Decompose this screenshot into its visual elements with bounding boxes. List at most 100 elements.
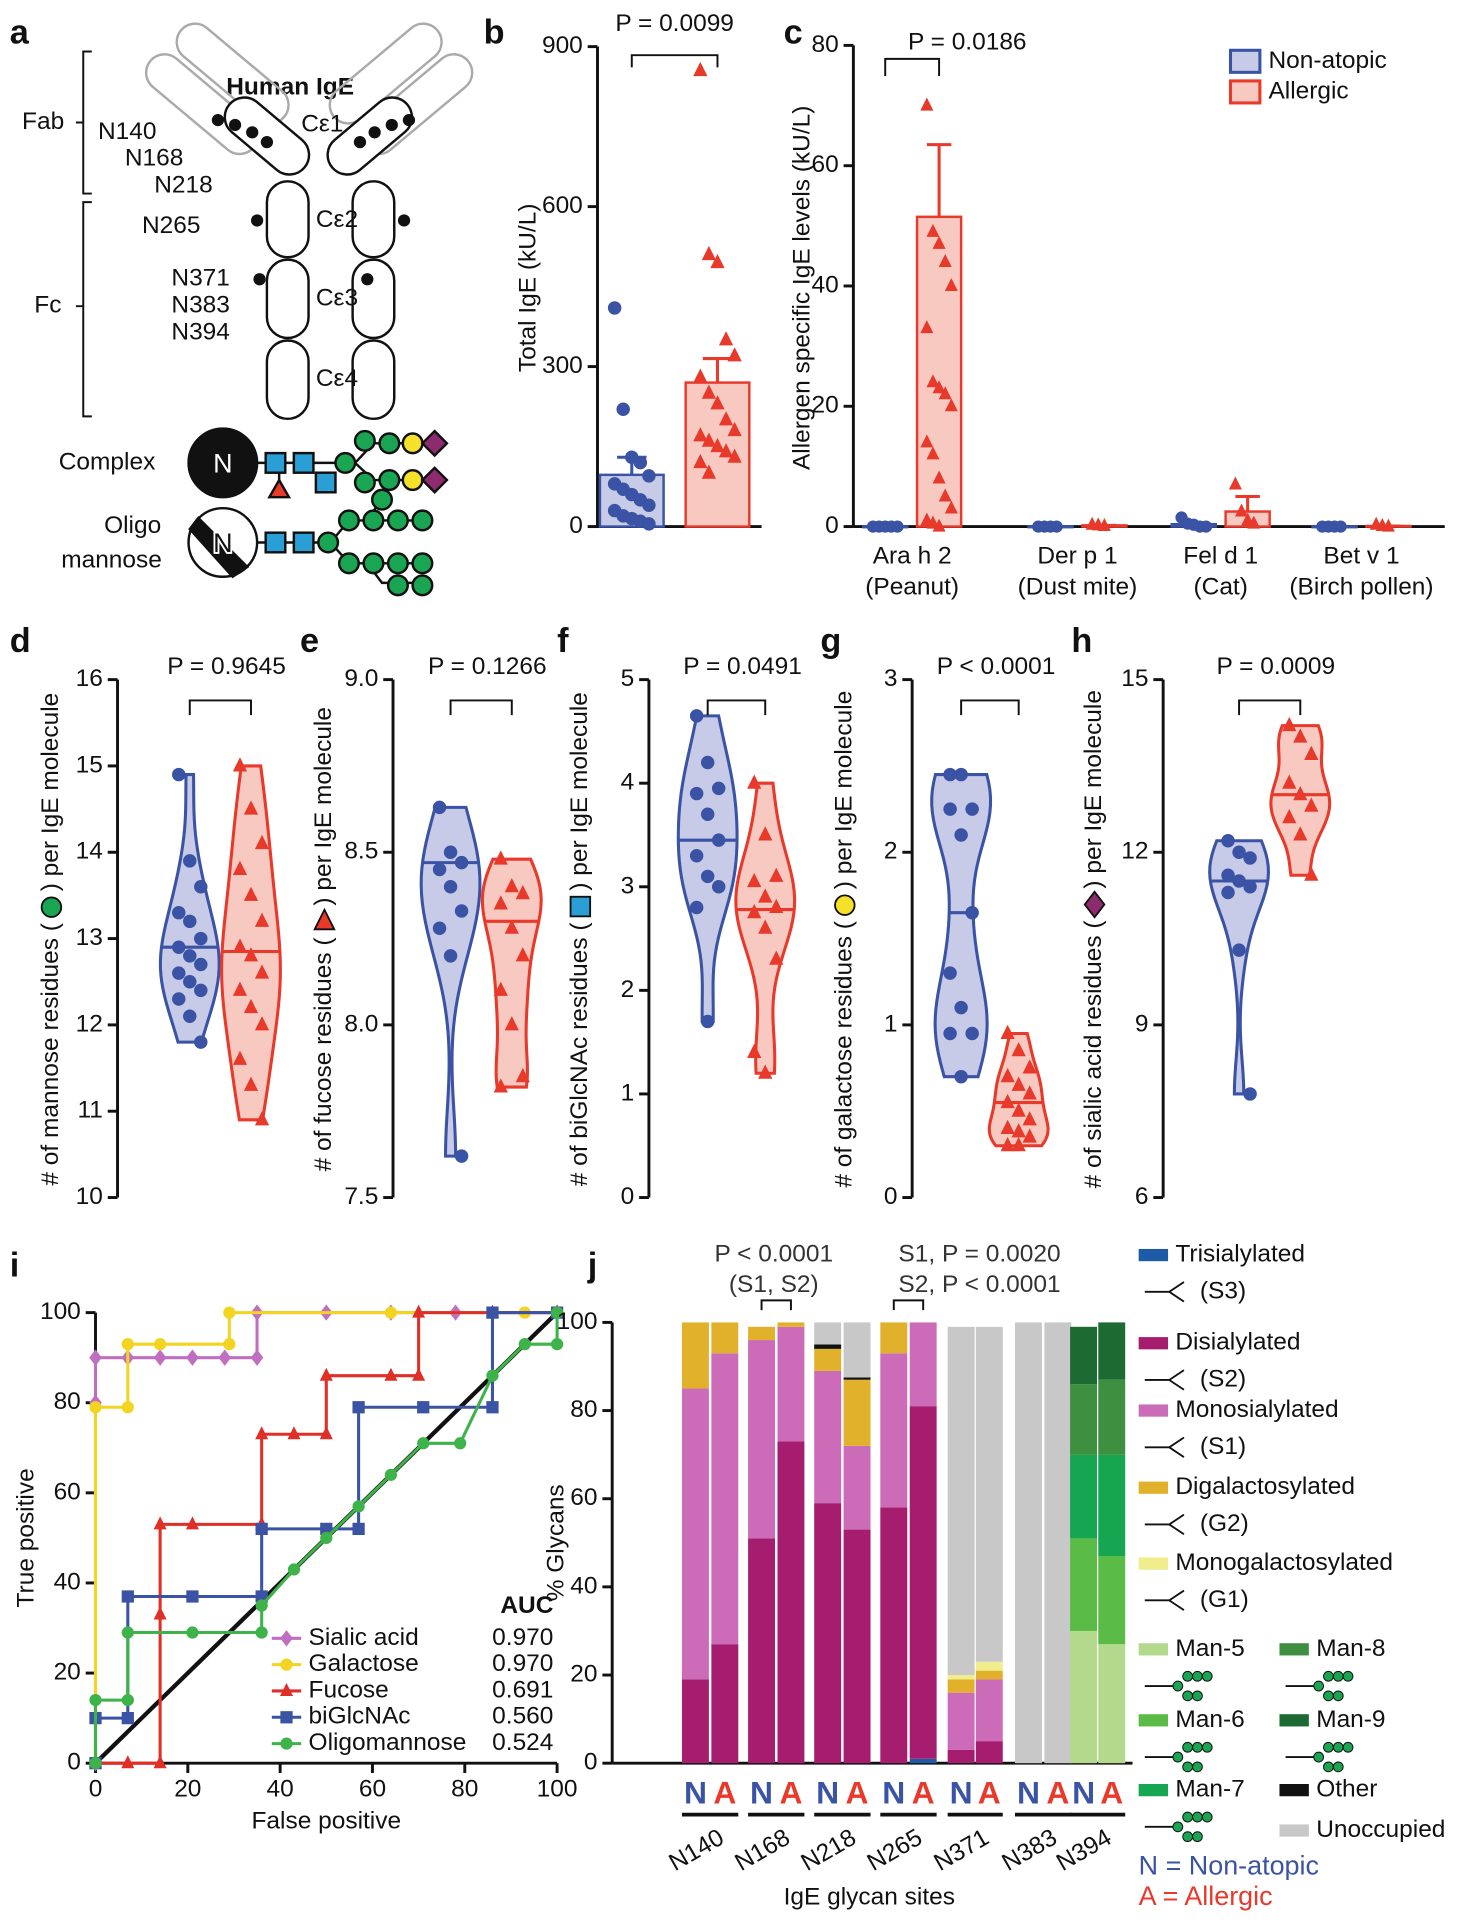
y-tick-label: 10 bbox=[76, 1183, 103, 1210]
marker bbox=[172, 966, 186, 980]
bar-segment bbox=[909, 1406, 937, 1759]
significance-bracket bbox=[760, 1299, 792, 1311]
marker bbox=[769, 867, 784, 882]
y-axis-label: ) per IgE molecule bbox=[37, 693, 64, 892]
marker bbox=[642, 498, 656, 512]
annotation: S2, P < 0.0001 bbox=[898, 1271, 1060, 1298]
marker bbox=[412, 1304, 426, 1318]
legend-swatch bbox=[1279, 1824, 1309, 1837]
legend-code: (G2) bbox=[1200, 1510, 1249, 1537]
panel-letter: d bbox=[10, 622, 31, 660]
bar-segment bbox=[777, 1326, 805, 1442]
marker bbox=[319, 1367, 333, 1381]
y-tick-label: 40 bbox=[570, 1572, 597, 1599]
y-tick-label: 2 bbox=[884, 838, 898, 865]
marker bbox=[1221, 834, 1235, 848]
site-label: N168 bbox=[125, 145, 184, 172]
marker bbox=[183, 1009, 197, 1023]
marker bbox=[711, 880, 726, 894]
panel-letter: a bbox=[10, 13, 30, 51]
bar-segment bbox=[748, 1326, 776, 1341]
marker bbox=[1011, 1137, 1026, 1152]
marker bbox=[920, 434, 934, 448]
legend-value: 0.560 bbox=[492, 1703, 553, 1730]
marker bbox=[243, 800, 259, 815]
annotation: P = 0.1266 bbox=[428, 653, 547, 680]
y-tick-label: 5 bbox=[621, 665, 635, 692]
bar-segment bbox=[711, 1322, 739, 1354]
bar-segment bbox=[1070, 1384, 1098, 1455]
marker bbox=[443, 845, 458, 859]
marker bbox=[689, 900, 704, 915]
legend-icon bbox=[1172, 1751, 1184, 1763]
violin bbox=[419, 805, 482, 1158]
annotation: P < 0.0001 bbox=[937, 653, 1056, 680]
marker bbox=[172, 992, 186, 1006]
legend-icon bbox=[1182, 1670, 1194, 1682]
marker bbox=[255, 1599, 268, 1612]
annotation: (S1, S2) bbox=[729, 1271, 819, 1298]
panel-letter: b bbox=[484, 13, 505, 51]
x-tick-label: A bbox=[978, 1774, 1001, 1810]
x-axis-label: IgE glycan sites bbox=[784, 1883, 955, 1910]
x-tick-label: (Dust mite) bbox=[1018, 573, 1138, 600]
bar-segment bbox=[975, 1670, 1003, 1680]
significance-bracket bbox=[960, 699, 1020, 716]
annotation: S1, P = 0.0020 bbox=[898, 1241, 1060, 1268]
legend-icon bbox=[1323, 1670, 1334, 1682]
marker bbox=[920, 512, 934, 526]
bar-segment bbox=[814, 1370, 842, 1504]
marker bbox=[194, 1035, 208, 1049]
x-tick-label: Fel d 1 bbox=[1183, 543, 1258, 570]
legend-label: Oligomannose bbox=[309, 1729, 467, 1756]
marker bbox=[432, 862, 447, 877]
y-tick-label: 900 bbox=[542, 32, 583, 59]
marker bbox=[232, 981, 248, 996]
legend-icon bbox=[1332, 1690, 1344, 1702]
legend-label: Man-5 bbox=[1175, 1635, 1244, 1662]
domain-label: Cε1 bbox=[301, 110, 343, 137]
y-tick-label: 15 bbox=[1121, 665, 1148, 692]
bar-segment bbox=[1098, 1644, 1126, 1764]
marker bbox=[943, 802, 957, 816]
marker bbox=[454, 904, 469, 918]
marker bbox=[121, 1626, 134, 1639]
group-label: N394 bbox=[1052, 1824, 1116, 1877]
panel-letter: j bbox=[587, 1246, 598, 1284]
legend-icon bbox=[1201, 1811, 1213, 1823]
bar-segment bbox=[843, 1445, 871, 1530]
bar-segment bbox=[975, 1679, 1003, 1742]
y-tick-label: 9.0 bbox=[344, 665, 378, 692]
legend-swatch bbox=[1138, 1643, 1169, 1656]
legend-label: Man-7 bbox=[1175, 1776, 1244, 1803]
marker bbox=[758, 1064, 773, 1079]
panel-letter: c bbox=[784, 13, 803, 51]
marker bbox=[250, 1349, 264, 1366]
marker bbox=[1011, 1042, 1026, 1057]
y-axis-label: # of biGlcNAc residues ( bbox=[566, 922, 593, 1186]
legend-icon bbox=[1182, 1741, 1194, 1753]
y-axis-label: ) per IgE molecule bbox=[310, 707, 337, 906]
marker bbox=[1243, 880, 1257, 894]
significance-bracket bbox=[1238, 699, 1302, 716]
legend-label: Galactose bbox=[309, 1650, 419, 1677]
marker bbox=[254, 964, 270, 979]
violin bbox=[930, 773, 993, 1079]
legend-swatch bbox=[1279, 1643, 1309, 1656]
core-label: N bbox=[213, 448, 232, 478]
marker bbox=[1228, 476, 1242, 490]
marker bbox=[944, 278, 958, 292]
bar-segment bbox=[843, 1322, 871, 1378]
legend-swatch bbox=[1138, 1404, 1169, 1417]
bar-segment bbox=[814, 1322, 842, 1345]
y-tick-label: 1 bbox=[884, 1010, 898, 1037]
legend-code: (S3) bbox=[1200, 1277, 1246, 1304]
marker bbox=[504, 1016, 519, 1031]
marker bbox=[758, 919, 773, 934]
marker bbox=[1221, 885, 1235, 900]
legend-marker bbox=[280, 1682, 294, 1696]
site-label: N265 bbox=[142, 212, 201, 239]
legend-label: Disialylated bbox=[1175, 1329, 1300, 1356]
y-tick-label: 80 bbox=[811, 31, 838, 58]
